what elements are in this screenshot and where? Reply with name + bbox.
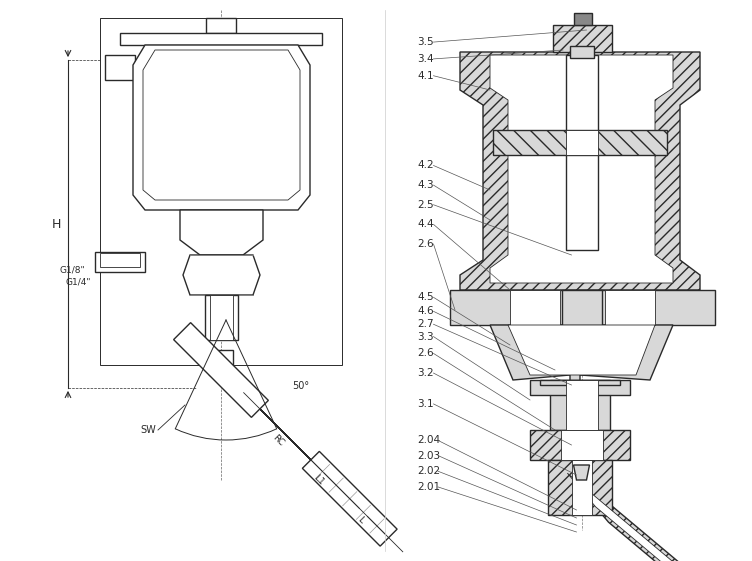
Bar xyxy=(100,253,140,267)
Bar xyxy=(540,380,620,385)
Text: 2.03: 2.03 xyxy=(417,450,440,461)
Text: 2.7: 2.7 xyxy=(417,319,434,329)
Polygon shape xyxy=(490,325,673,410)
Text: L: L xyxy=(356,516,365,526)
Polygon shape xyxy=(574,465,590,480)
Bar xyxy=(550,380,610,430)
Polygon shape xyxy=(567,473,741,561)
Bar xyxy=(553,25,612,52)
Text: G1/8": G1/8" xyxy=(60,265,86,274)
Text: 4.2: 4.2 xyxy=(417,160,434,171)
Text: 4.6: 4.6 xyxy=(417,306,434,316)
Bar xyxy=(206,18,236,33)
Polygon shape xyxy=(508,325,655,375)
Text: 2.01: 2.01 xyxy=(417,482,440,492)
Bar xyxy=(510,290,560,325)
Bar xyxy=(548,460,612,515)
Bar xyxy=(566,380,598,430)
Polygon shape xyxy=(214,362,362,512)
Text: 4.1: 4.1 xyxy=(417,71,434,81)
Bar xyxy=(209,350,233,375)
Text: 3.2: 3.2 xyxy=(417,368,434,378)
Text: 4.5: 4.5 xyxy=(417,292,434,302)
Bar xyxy=(560,430,602,460)
Text: 50°: 50° xyxy=(292,381,309,391)
Bar xyxy=(205,295,238,340)
Text: 3.3: 3.3 xyxy=(417,332,434,342)
Bar xyxy=(605,290,655,325)
Bar xyxy=(566,130,598,155)
Text: 2.04: 2.04 xyxy=(417,435,440,445)
Bar xyxy=(562,290,602,325)
Text: 2.6: 2.6 xyxy=(417,348,434,358)
Polygon shape xyxy=(554,458,752,561)
Text: 2.02: 2.02 xyxy=(417,466,440,476)
Polygon shape xyxy=(490,55,673,283)
Bar xyxy=(569,46,593,58)
Text: 2.6: 2.6 xyxy=(417,239,434,249)
Polygon shape xyxy=(199,348,377,526)
Bar xyxy=(105,55,135,80)
Text: SW: SW xyxy=(140,425,156,435)
Bar xyxy=(210,295,233,340)
Bar xyxy=(100,18,342,365)
Bar xyxy=(120,33,322,45)
Text: G1/4": G1/4" xyxy=(65,278,90,287)
Polygon shape xyxy=(174,323,268,417)
Bar xyxy=(530,380,630,395)
Bar xyxy=(450,290,715,325)
Text: 2.5: 2.5 xyxy=(417,200,434,210)
Bar xyxy=(566,55,598,250)
Polygon shape xyxy=(133,45,310,210)
Text: 3.1: 3.1 xyxy=(417,399,434,409)
Polygon shape xyxy=(302,452,397,546)
Bar xyxy=(530,430,630,460)
Polygon shape xyxy=(460,52,700,290)
Bar xyxy=(572,460,592,515)
Polygon shape xyxy=(143,50,300,200)
Bar xyxy=(574,13,592,25)
Polygon shape xyxy=(183,255,260,295)
Text: 3.4: 3.4 xyxy=(417,54,434,64)
Text: H: H xyxy=(51,218,61,231)
Text: 4.3: 4.3 xyxy=(417,180,434,190)
Bar xyxy=(95,252,145,272)
Text: 3.5: 3.5 xyxy=(417,37,434,47)
Text: RC: RC xyxy=(271,433,286,448)
Text: L1: L1 xyxy=(311,473,325,487)
Bar xyxy=(493,130,667,155)
Text: 4.4: 4.4 xyxy=(417,219,434,229)
Polygon shape xyxy=(180,210,263,255)
